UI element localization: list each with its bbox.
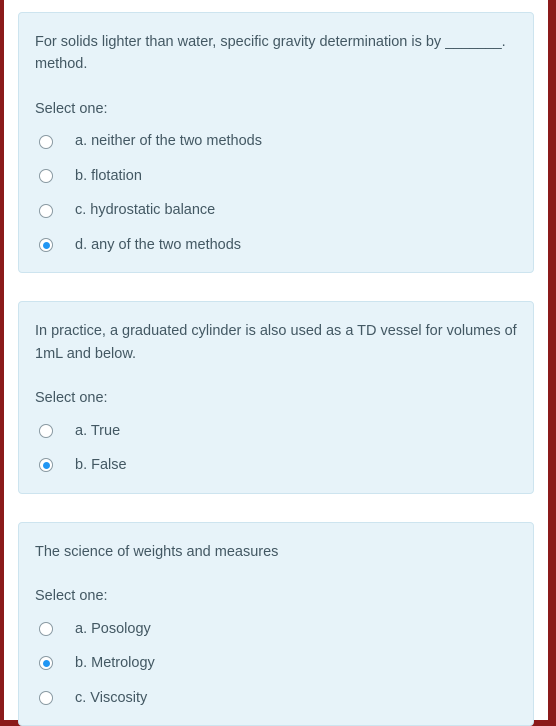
option-row[interactable]: a. Posology [39,618,517,640]
option-row[interactable]: b. False [39,454,517,476]
question-card: For solids lighter than water, specific … [18,12,534,273]
option-row[interactable]: a. True [39,420,517,442]
option-row[interactable]: a. neither of the two methods [39,130,517,152]
options-list: a. neither of the two methods b. flotati… [35,130,517,256]
radio-icon[interactable] [39,204,53,218]
option-label: a. Posology [75,618,151,640]
option-label: b. flotation [75,165,142,187]
question-text: For solids lighter than water, specific … [35,31,517,76]
radio-icon[interactable] [39,135,53,149]
radio-icon[interactable] [39,656,53,670]
option-row[interactable]: b. flotation [39,165,517,187]
options-list: a. True b. False [35,420,517,477]
option-row[interactable]: c. hydrostatic balance [39,199,517,221]
option-row[interactable]: b. Metrology [39,652,517,674]
radio-icon[interactable] [39,424,53,438]
select-one-label: Select one: [35,585,517,607]
radio-icon[interactable] [39,169,53,183]
question-text: The science of weights and measures [35,541,517,563]
option-label: a. True [75,420,120,442]
radio-icon[interactable] [39,691,53,705]
question-card: In practice, a graduated cylinder is als… [18,301,534,493]
question-card: The science of weights and measures Sele… [18,522,534,726]
option-label: d. any of the two methods [75,234,241,256]
options-list: a. Posology b. Metrology c. Viscosity [35,618,517,709]
option-label: b. Metrology [75,652,155,674]
option-label: b. False [75,454,127,476]
select-one-label: Select one: [35,98,517,120]
quiz-page: For solids lighter than water, specific … [4,0,548,720]
option-row[interactable]: c. Viscosity [39,687,517,709]
question-text: In practice, a graduated cylinder is als… [35,320,517,365]
option-label: c. Viscosity [75,687,147,709]
select-one-label: Select one: [35,387,517,409]
radio-icon[interactable] [39,238,53,252]
option-label: c. hydrostatic balance [75,199,215,221]
option-label: a. neither of the two methods [75,130,262,152]
radio-icon[interactable] [39,622,53,636]
radio-icon[interactable] [39,458,53,472]
option-row[interactable]: d. any of the two methods [39,234,517,256]
